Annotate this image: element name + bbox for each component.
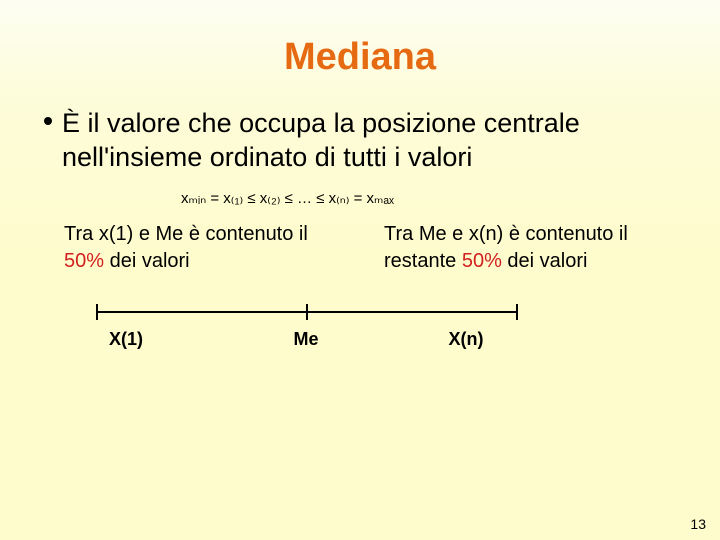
bullet-item: È il valore che occupa la posizione cent… — [44, 107, 684, 175]
bullet-dot-icon — [44, 117, 52, 125]
ordering-formula: xₘᵢₙ = x₍₁₎ ≤ x₍₂₎ ≤ … ≤ x₍ₙ₎ = xₘₐₓ — [181, 189, 684, 207]
note-left-prefix: Tra x(1) e Me è contenuto il — [64, 223, 308, 245]
slide-title: Mediana — [36, 36, 684, 79]
axis-tick — [516, 304, 518, 320]
note-right-suffix: dei valori — [502, 250, 588, 272]
note-right: Tra Me e x(n) è contenuto il restante 50… — [384, 221, 664, 275]
axis-tick — [306, 304, 308, 320]
median-number-line: X(1) Me X(n) — [96, 303, 556, 363]
notes-row: Tra x(1) e Me è contenuto il 50% dei val… — [64, 221, 684, 275]
page-number: 13 — [690, 516, 706, 532]
axis-label: Me — [293, 329, 318, 350]
note-left: Tra x(1) e Me è contenuto il 50% dei val… — [64, 221, 344, 275]
note-left-accent: 50% — [64, 250, 104, 272]
bullet-text: È il valore che occupa la posizione cent… — [62, 107, 684, 175]
note-left-suffix: dei valori — [104, 250, 190, 272]
axis-tick — [96, 304, 98, 320]
axis-label: X(n) — [449, 329, 484, 350]
note-right-accent: 50% — [462, 250, 502, 272]
slide: Mediana È il valore che occupa la posizi… — [0, 0, 720, 540]
axis-label: X(1) — [109, 329, 143, 350]
